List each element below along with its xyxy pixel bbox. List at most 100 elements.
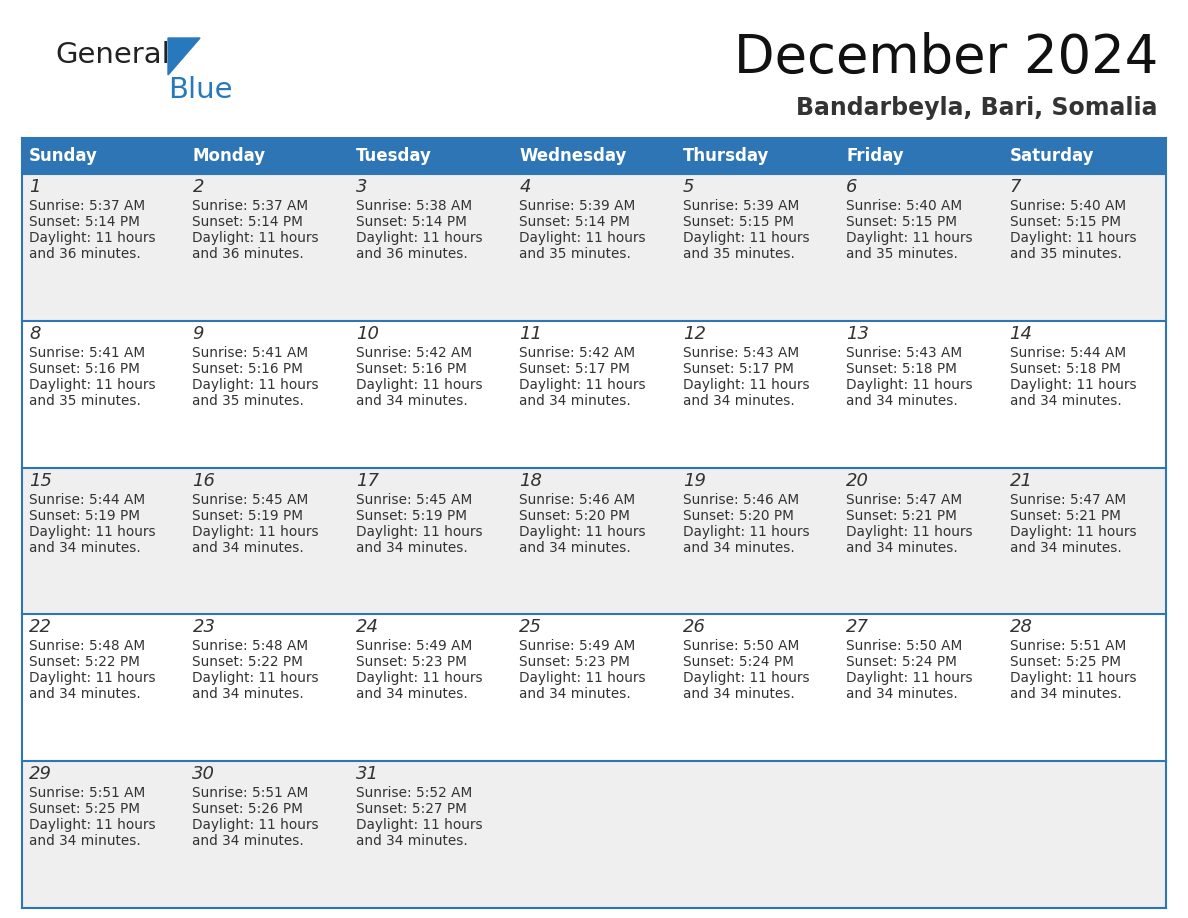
Text: Sunset: 5:14 PM: Sunset: 5:14 PM <box>192 215 303 229</box>
Text: Sunset: 5:14 PM: Sunset: 5:14 PM <box>519 215 630 229</box>
Text: Sunrise: 5:45 AM: Sunrise: 5:45 AM <box>356 493 472 507</box>
Text: Sunrise: 5:37 AM: Sunrise: 5:37 AM <box>29 199 145 213</box>
Text: 29: 29 <box>29 766 52 783</box>
Bar <box>23 138 185 174</box>
Text: 5: 5 <box>683 178 694 196</box>
Text: Sunset: 5:22 PM: Sunset: 5:22 PM <box>29 655 140 669</box>
Text: Daylight: 11 hours: Daylight: 11 hours <box>846 378 973 392</box>
Text: Daylight: 11 hours: Daylight: 11 hours <box>519 378 646 392</box>
Text: 8: 8 <box>29 325 40 342</box>
Bar <box>512 138 676 174</box>
Text: 21: 21 <box>1010 472 1032 489</box>
Text: Sunset: 5:24 PM: Sunset: 5:24 PM <box>683 655 794 669</box>
Text: Sunrise: 5:51 AM: Sunrise: 5:51 AM <box>192 786 309 800</box>
Text: Sunrise: 5:50 AM: Sunrise: 5:50 AM <box>683 640 800 654</box>
Text: Daylight: 11 hours: Daylight: 11 hours <box>1010 378 1136 392</box>
Text: Daylight: 11 hours: Daylight: 11 hours <box>356 378 482 392</box>
Text: 20: 20 <box>846 472 870 489</box>
Text: December 2024: December 2024 <box>734 32 1158 84</box>
Text: 25: 25 <box>519 619 542 636</box>
Text: Sunset: 5:18 PM: Sunset: 5:18 PM <box>846 362 958 375</box>
Text: 31: 31 <box>356 766 379 783</box>
Bar <box>185 138 349 174</box>
Text: Sunrise: 5:40 AM: Sunrise: 5:40 AM <box>1010 199 1126 213</box>
Text: and 36 minutes.: and 36 minutes. <box>192 247 304 261</box>
Text: Sunrise: 5:39 AM: Sunrise: 5:39 AM <box>683 199 800 213</box>
Text: 11: 11 <box>519 325 542 342</box>
Bar <box>349 138 512 174</box>
Text: Daylight: 11 hours: Daylight: 11 hours <box>29 671 156 686</box>
Text: and 34 minutes.: and 34 minutes. <box>29 834 140 848</box>
Text: and 34 minutes.: and 34 minutes. <box>356 541 468 554</box>
Text: Sunrise: 5:40 AM: Sunrise: 5:40 AM <box>846 199 962 213</box>
Text: and 34 minutes.: and 34 minutes. <box>192 541 304 554</box>
Text: and 35 minutes.: and 35 minutes. <box>29 394 141 408</box>
Text: Sunrise: 5:52 AM: Sunrise: 5:52 AM <box>356 786 472 800</box>
Text: and 34 minutes.: and 34 minutes. <box>519 394 631 408</box>
Text: Thursday: Thursday <box>683 147 769 165</box>
Text: Sunday: Sunday <box>29 147 97 165</box>
Text: and 34 minutes.: and 34 minutes. <box>519 541 631 554</box>
Text: Sunrise: 5:49 AM: Sunrise: 5:49 AM <box>356 640 472 654</box>
Text: Daylight: 11 hours: Daylight: 11 hours <box>356 671 482 686</box>
Text: 12: 12 <box>683 325 706 342</box>
Text: and 35 minutes.: and 35 minutes. <box>683 247 795 261</box>
Bar <box>1003 138 1165 174</box>
Text: 27: 27 <box>846 619 870 636</box>
Text: Sunset: 5:16 PM: Sunset: 5:16 PM <box>29 362 140 375</box>
Text: and 35 minutes.: and 35 minutes. <box>846 247 958 261</box>
Text: Sunset: 5:23 PM: Sunset: 5:23 PM <box>356 655 467 669</box>
Bar <box>676 138 839 174</box>
Text: Daylight: 11 hours: Daylight: 11 hours <box>1010 671 1136 686</box>
Text: 14: 14 <box>1010 325 1032 342</box>
Text: Sunset: 5:25 PM: Sunset: 5:25 PM <box>29 802 140 816</box>
Text: and 34 minutes.: and 34 minutes. <box>1010 541 1121 554</box>
Text: Bandarbeyla, Bari, Somalia: Bandarbeyla, Bari, Somalia <box>796 96 1158 120</box>
Text: 23: 23 <box>192 619 215 636</box>
Text: 28: 28 <box>1010 619 1032 636</box>
Text: Sunset: 5:26 PM: Sunset: 5:26 PM <box>192 802 303 816</box>
Text: Wednesday: Wednesday <box>519 147 626 165</box>
Text: Sunset: 5:20 PM: Sunset: 5:20 PM <box>519 509 630 522</box>
Text: 19: 19 <box>683 472 706 489</box>
Text: Sunset: 5:21 PM: Sunset: 5:21 PM <box>846 509 958 522</box>
Text: Sunrise: 5:42 AM: Sunrise: 5:42 AM <box>519 346 636 360</box>
Text: Sunrise: 5:44 AM: Sunrise: 5:44 AM <box>29 493 145 507</box>
Text: Sunset: 5:17 PM: Sunset: 5:17 PM <box>683 362 794 375</box>
Text: and 35 minutes.: and 35 minutes. <box>519 247 631 261</box>
Text: and 34 minutes.: and 34 minutes. <box>356 834 468 848</box>
Text: 3: 3 <box>356 178 367 196</box>
Text: 15: 15 <box>29 472 52 489</box>
Text: Daylight: 11 hours: Daylight: 11 hours <box>29 378 156 392</box>
Text: Tuesday: Tuesday <box>356 147 431 165</box>
Text: Daylight: 11 hours: Daylight: 11 hours <box>356 231 482 245</box>
Text: 2: 2 <box>192 178 204 196</box>
Text: 9: 9 <box>192 325 204 342</box>
Text: and 34 minutes.: and 34 minutes. <box>192 688 304 701</box>
Text: and 34 minutes.: and 34 minutes. <box>1010 688 1121 701</box>
Text: and 34 minutes.: and 34 minutes. <box>683 688 795 701</box>
Text: 10: 10 <box>356 325 379 342</box>
Text: and 34 minutes.: and 34 minutes. <box>356 394 468 408</box>
Text: Sunrise: 5:48 AM: Sunrise: 5:48 AM <box>29 640 145 654</box>
Bar <box>23 467 1165 614</box>
Text: Sunset: 5:14 PM: Sunset: 5:14 PM <box>29 215 140 229</box>
Text: Daylight: 11 hours: Daylight: 11 hours <box>356 524 482 539</box>
Text: Daylight: 11 hours: Daylight: 11 hours <box>192 671 320 686</box>
Text: Daylight: 11 hours: Daylight: 11 hours <box>846 671 973 686</box>
Text: 17: 17 <box>356 472 379 489</box>
Text: and 34 minutes.: and 34 minutes. <box>519 688 631 701</box>
Text: Daylight: 11 hours: Daylight: 11 hours <box>29 524 156 539</box>
Text: Blue: Blue <box>168 76 233 104</box>
Text: Sunrise: 5:41 AM: Sunrise: 5:41 AM <box>192 346 309 360</box>
Text: and 36 minutes.: and 36 minutes. <box>29 247 140 261</box>
Text: and 34 minutes.: and 34 minutes. <box>192 834 304 848</box>
Text: and 34 minutes.: and 34 minutes. <box>846 541 958 554</box>
Text: 26: 26 <box>683 619 706 636</box>
Text: Sunset: 5:15 PM: Sunset: 5:15 PM <box>1010 215 1120 229</box>
Text: 22: 22 <box>29 619 52 636</box>
Text: 4: 4 <box>519 178 531 196</box>
Text: Sunset: 5:16 PM: Sunset: 5:16 PM <box>192 362 303 375</box>
Text: and 34 minutes.: and 34 minutes. <box>683 541 795 554</box>
Text: Sunrise: 5:49 AM: Sunrise: 5:49 AM <box>519 640 636 654</box>
